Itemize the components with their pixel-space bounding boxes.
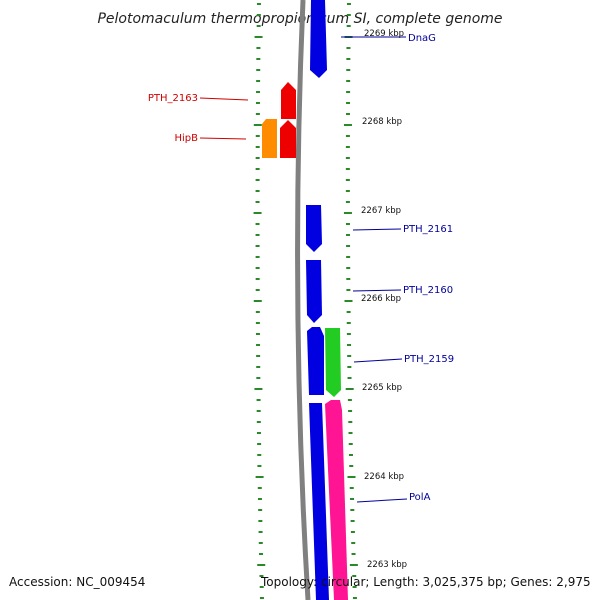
gene-pth-2159[interactable] xyxy=(325,328,341,397)
label-pth-2159: PTH_2159 xyxy=(404,354,454,365)
leader-hipb xyxy=(199,137,247,140)
gene-pth-2163[interactable] xyxy=(281,82,296,119)
leader-pth-2163 xyxy=(199,97,249,101)
label-pth-2160: PTH_2160 xyxy=(403,285,453,296)
gene-pth-2161[interactable] xyxy=(306,205,322,252)
scale-label-2269: 2269 kbp xyxy=(364,29,404,39)
leader-pth-2161 xyxy=(352,228,402,231)
accession-text: Accession: NC_009454 xyxy=(9,575,145,589)
label-pth-2161: PTH_2161 xyxy=(403,224,453,235)
leader-pth-2159 xyxy=(353,358,403,363)
gene-blue-long[interactable] xyxy=(307,327,329,600)
scale-label-2266: 2266 kbp xyxy=(361,294,401,304)
scale-label-2267: 2267 kbp xyxy=(361,206,401,216)
gene-pth-2160[interactable] xyxy=(306,260,322,323)
scale-label-2265: 2265 kbp xyxy=(362,383,402,393)
genome-backbone xyxy=(295,0,311,600)
leader-pola xyxy=(356,498,408,503)
leader-pth-2160 xyxy=(352,289,402,292)
right-tick-track xyxy=(343,3,358,599)
label-pth-2163: PTH_2163 xyxy=(148,93,198,104)
scale-label-2264: 2264 kbp xyxy=(364,472,404,482)
topology-text: Topology: circular; Length: 3,025,375 bp… xyxy=(260,575,591,589)
label-dnag: DnaG xyxy=(408,33,436,44)
gene-orange-feature[interactable] xyxy=(262,119,277,158)
left-tick-track xyxy=(253,3,266,599)
label-hipb: HipB xyxy=(174,133,198,144)
scale-label-2268: 2268 kbp xyxy=(362,117,402,127)
gene-hipb[interactable] xyxy=(280,120,296,158)
gene-pola[interactable] xyxy=(325,400,348,600)
scale-label-2263: 2263 kbp xyxy=(367,560,407,570)
gene-dnag[interactable] xyxy=(310,0,327,78)
label-pola: PolA xyxy=(409,492,431,503)
